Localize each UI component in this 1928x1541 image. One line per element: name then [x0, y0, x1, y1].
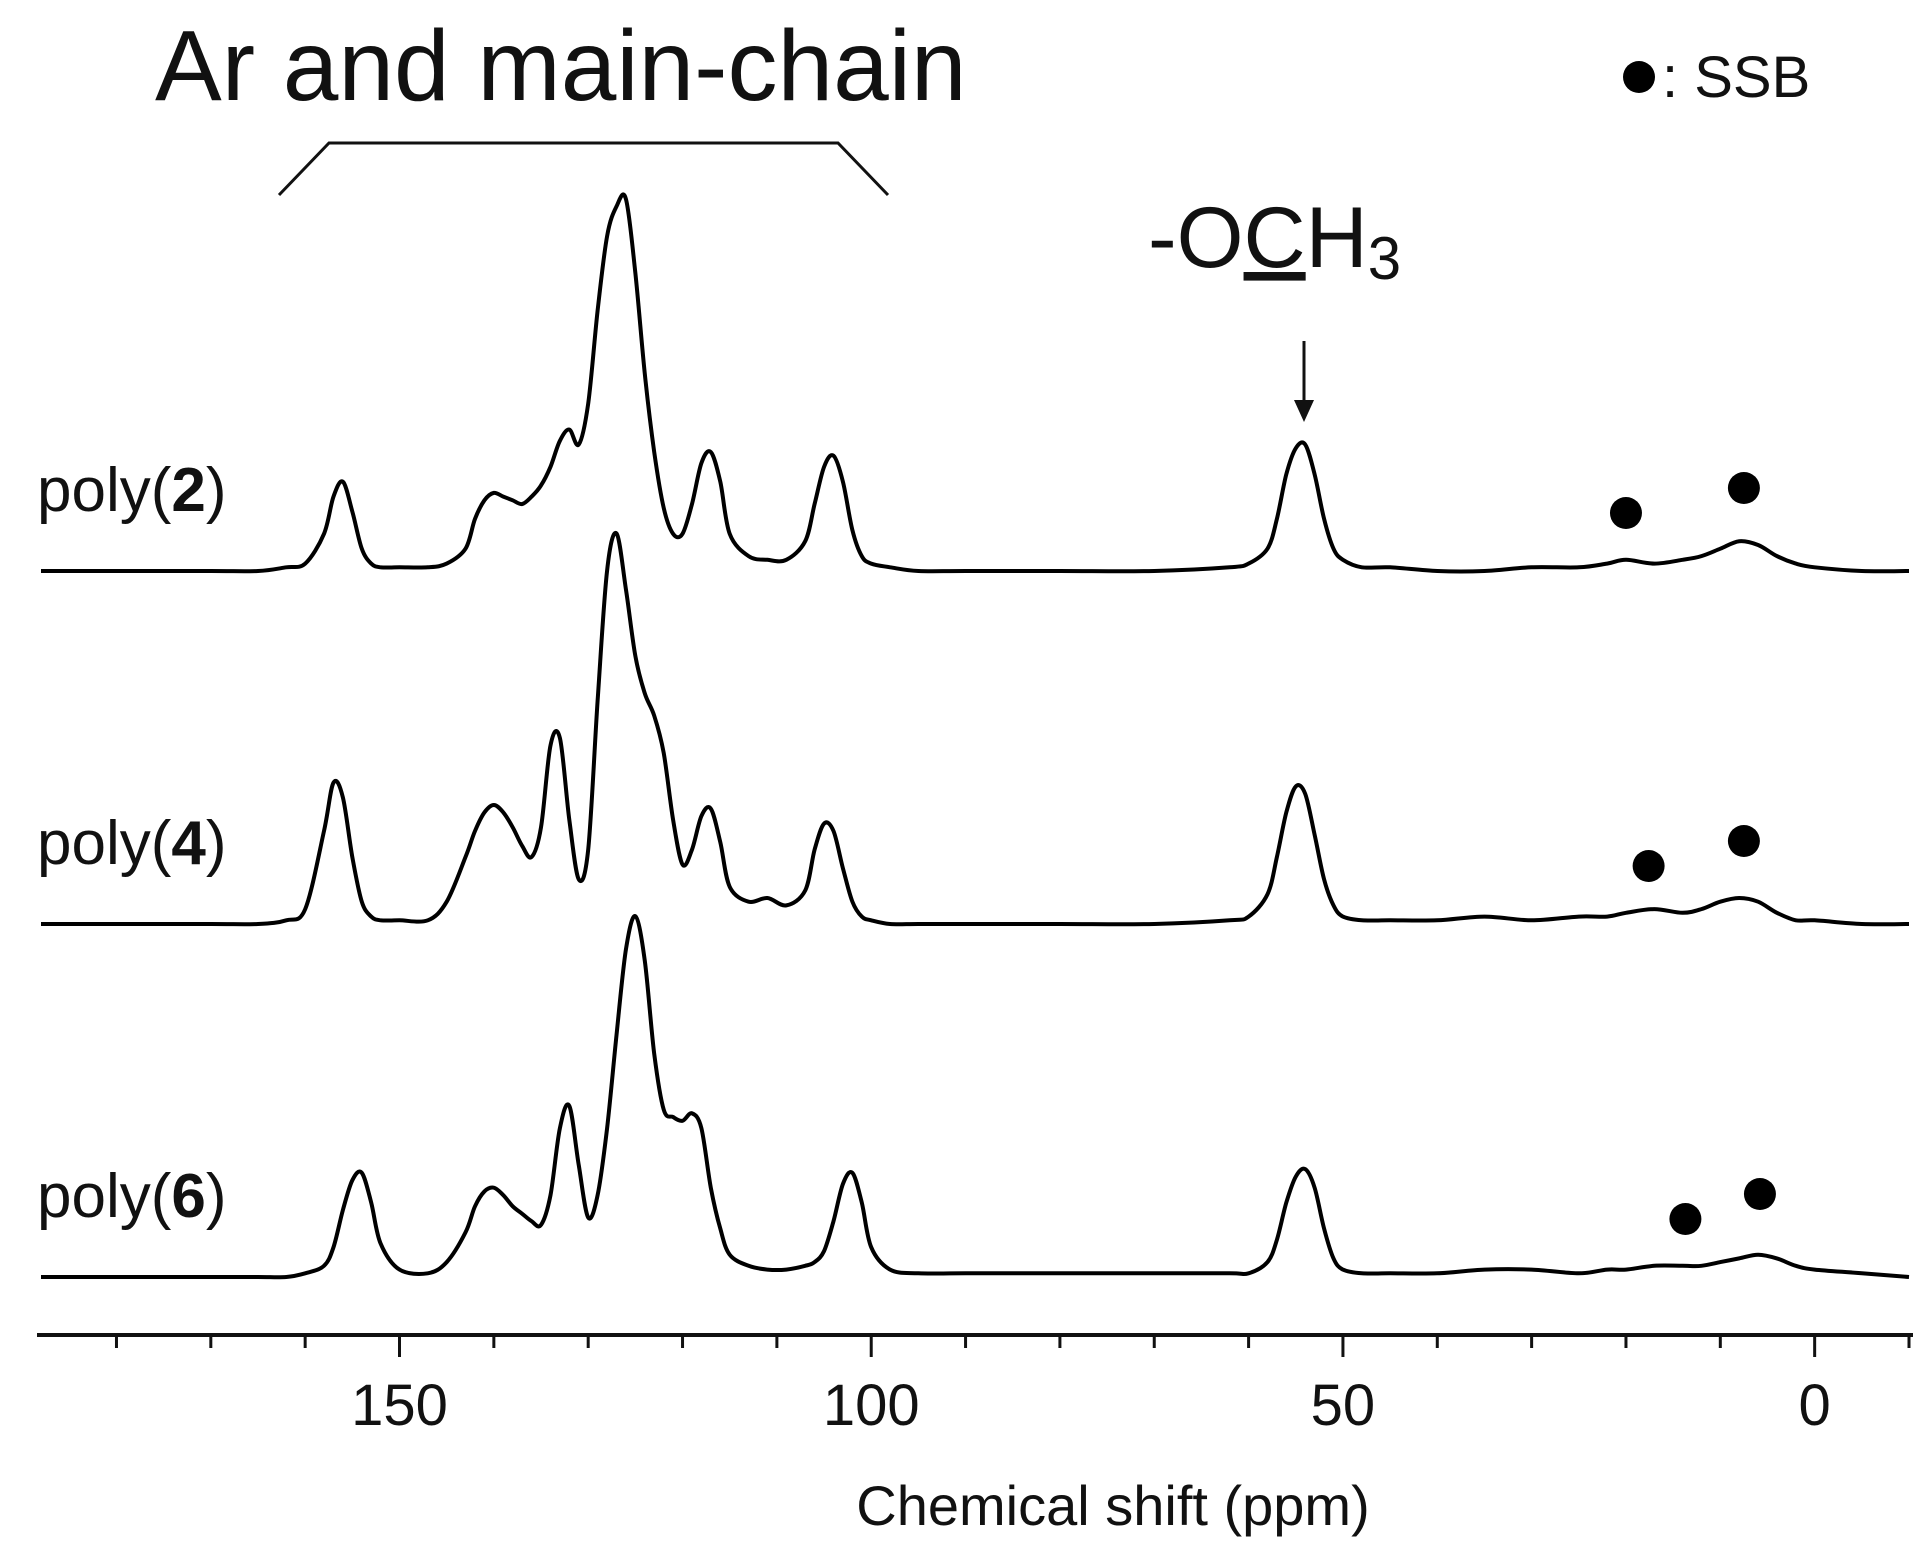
x-tick-label: 0	[1799, 1373, 1831, 1438]
legend-text: : SSB	[1662, 45, 1810, 110]
arrow-head	[1294, 400, 1314, 422]
x-tick-label: 150	[351, 1373, 448, 1438]
ssb-marker	[1609, 497, 1642, 529]
series-label: poly(2)	[37, 456, 227, 525]
x-axis-title: Chemical shift (ppm)	[856, 1474, 1369, 1537]
legend-marker	[1623, 61, 1655, 93]
series-label: poly(6)	[37, 1162, 227, 1231]
x-tick-label: 50	[1311, 1373, 1376, 1438]
ssb-marker	[1727, 825, 1760, 857]
x-tick-label: 100	[823, 1373, 920, 1438]
series-label: poly(4)	[37, 809, 227, 878]
spectrum-line	[40, 192, 1910, 574]
och3-subscript: 3	[1368, 225, 1401, 292]
och3-prefix: -O	[1148, 190, 1244, 286]
och3-underlined: C	[1244, 190, 1306, 286]
spectrum-line	[41, 530, 1910, 927]
och3-suffix: H	[1306, 190, 1368, 286]
spectrum-line	[41, 914, 1910, 1280]
region-bracket	[277, 141, 890, 197]
ssb-marker	[1727, 472, 1760, 504]
ssb-marker	[1743, 1178, 1776, 1210]
region-label: Ar and main-chain	[155, 10, 967, 122]
och3-label: -OCH3	[1148, 190, 1401, 292]
ssb-marker	[1632, 850, 1665, 882]
ssb-marker	[1669, 1203, 1702, 1235]
